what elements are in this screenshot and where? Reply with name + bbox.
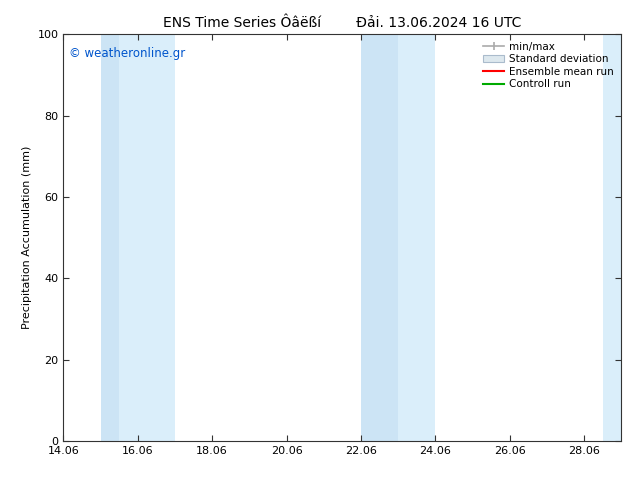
Text: © weatheronline.gr: © weatheronline.gr — [69, 47, 185, 59]
Bar — [119, 34, 175, 441]
Title: ENS Time Series Ôâëßí        Đải. 13.06.2024 16 UTC: ENS Time Series Ôâëßí Đải. 13.06.2024 16… — [163, 16, 522, 30]
Bar — [603, 34, 621, 441]
Bar — [101, 34, 119, 441]
Legend: min/max, Standard deviation, Ensemble mean run, Controll run: min/max, Standard deviation, Ensemble me… — [479, 37, 618, 94]
Y-axis label: Precipitation Accumulation (mm): Precipitation Accumulation (mm) — [22, 146, 32, 329]
Bar — [361, 34, 398, 441]
Bar — [398, 34, 436, 441]
